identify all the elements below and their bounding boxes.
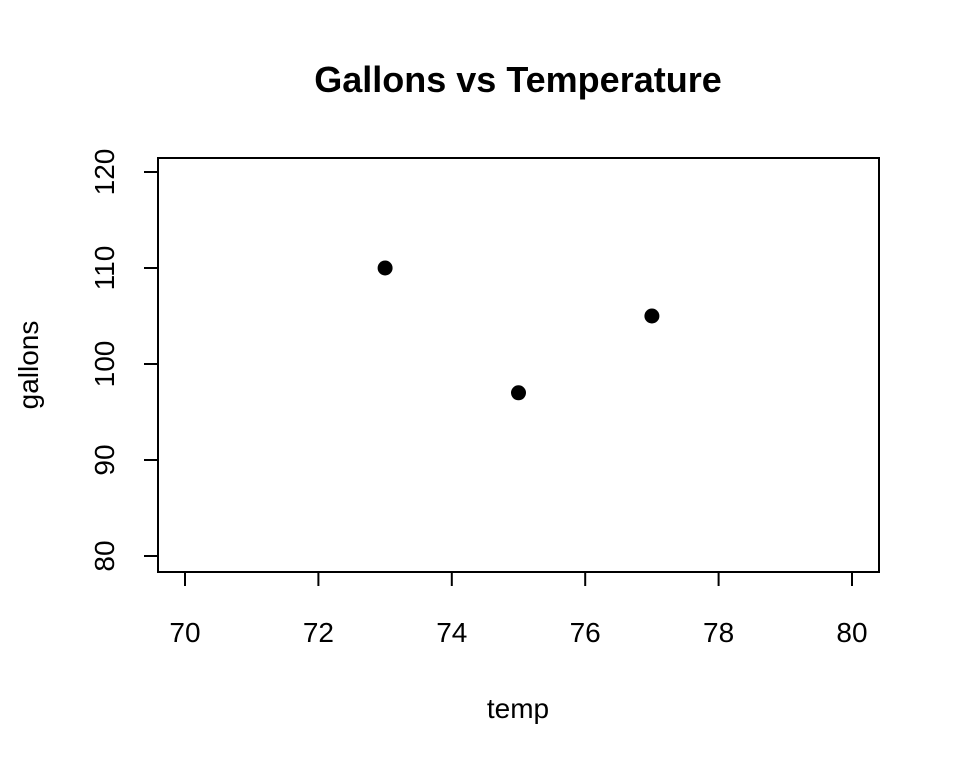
x-axis: 70 72 74 76 78 80 [169, 571, 868, 648]
y-axis: 80 90 100 110 120 [89, 149, 159, 572]
data-point [377, 260, 393, 276]
y-tick-label: 100 [89, 341, 120, 388]
x-axis-label: temp [487, 693, 549, 724]
plot-frame [157, 157, 880, 573]
y-tick-label: 120 [89, 149, 120, 196]
y-axis-label: gallons [13, 321, 44, 410]
x-tick-label: 80 [836, 617, 867, 648]
x-tick-label: 78 [703, 617, 734, 648]
y-tick-label: 90 [89, 444, 120, 475]
data-points [377, 260, 660, 401]
data-point [644, 308, 660, 324]
data-point [511, 385, 526, 401]
x-tick-label: 72 [303, 617, 334, 648]
x-tick-label: 76 [570, 617, 601, 648]
x-tick-label: 74 [436, 617, 467, 648]
chart-title: Gallons vs Temperature [314, 59, 721, 100]
y-tick-label: 80 [89, 540, 120, 571]
y-tick-label: 110 [89, 246, 120, 291]
x-tick-label: 70 [169, 617, 200, 648]
